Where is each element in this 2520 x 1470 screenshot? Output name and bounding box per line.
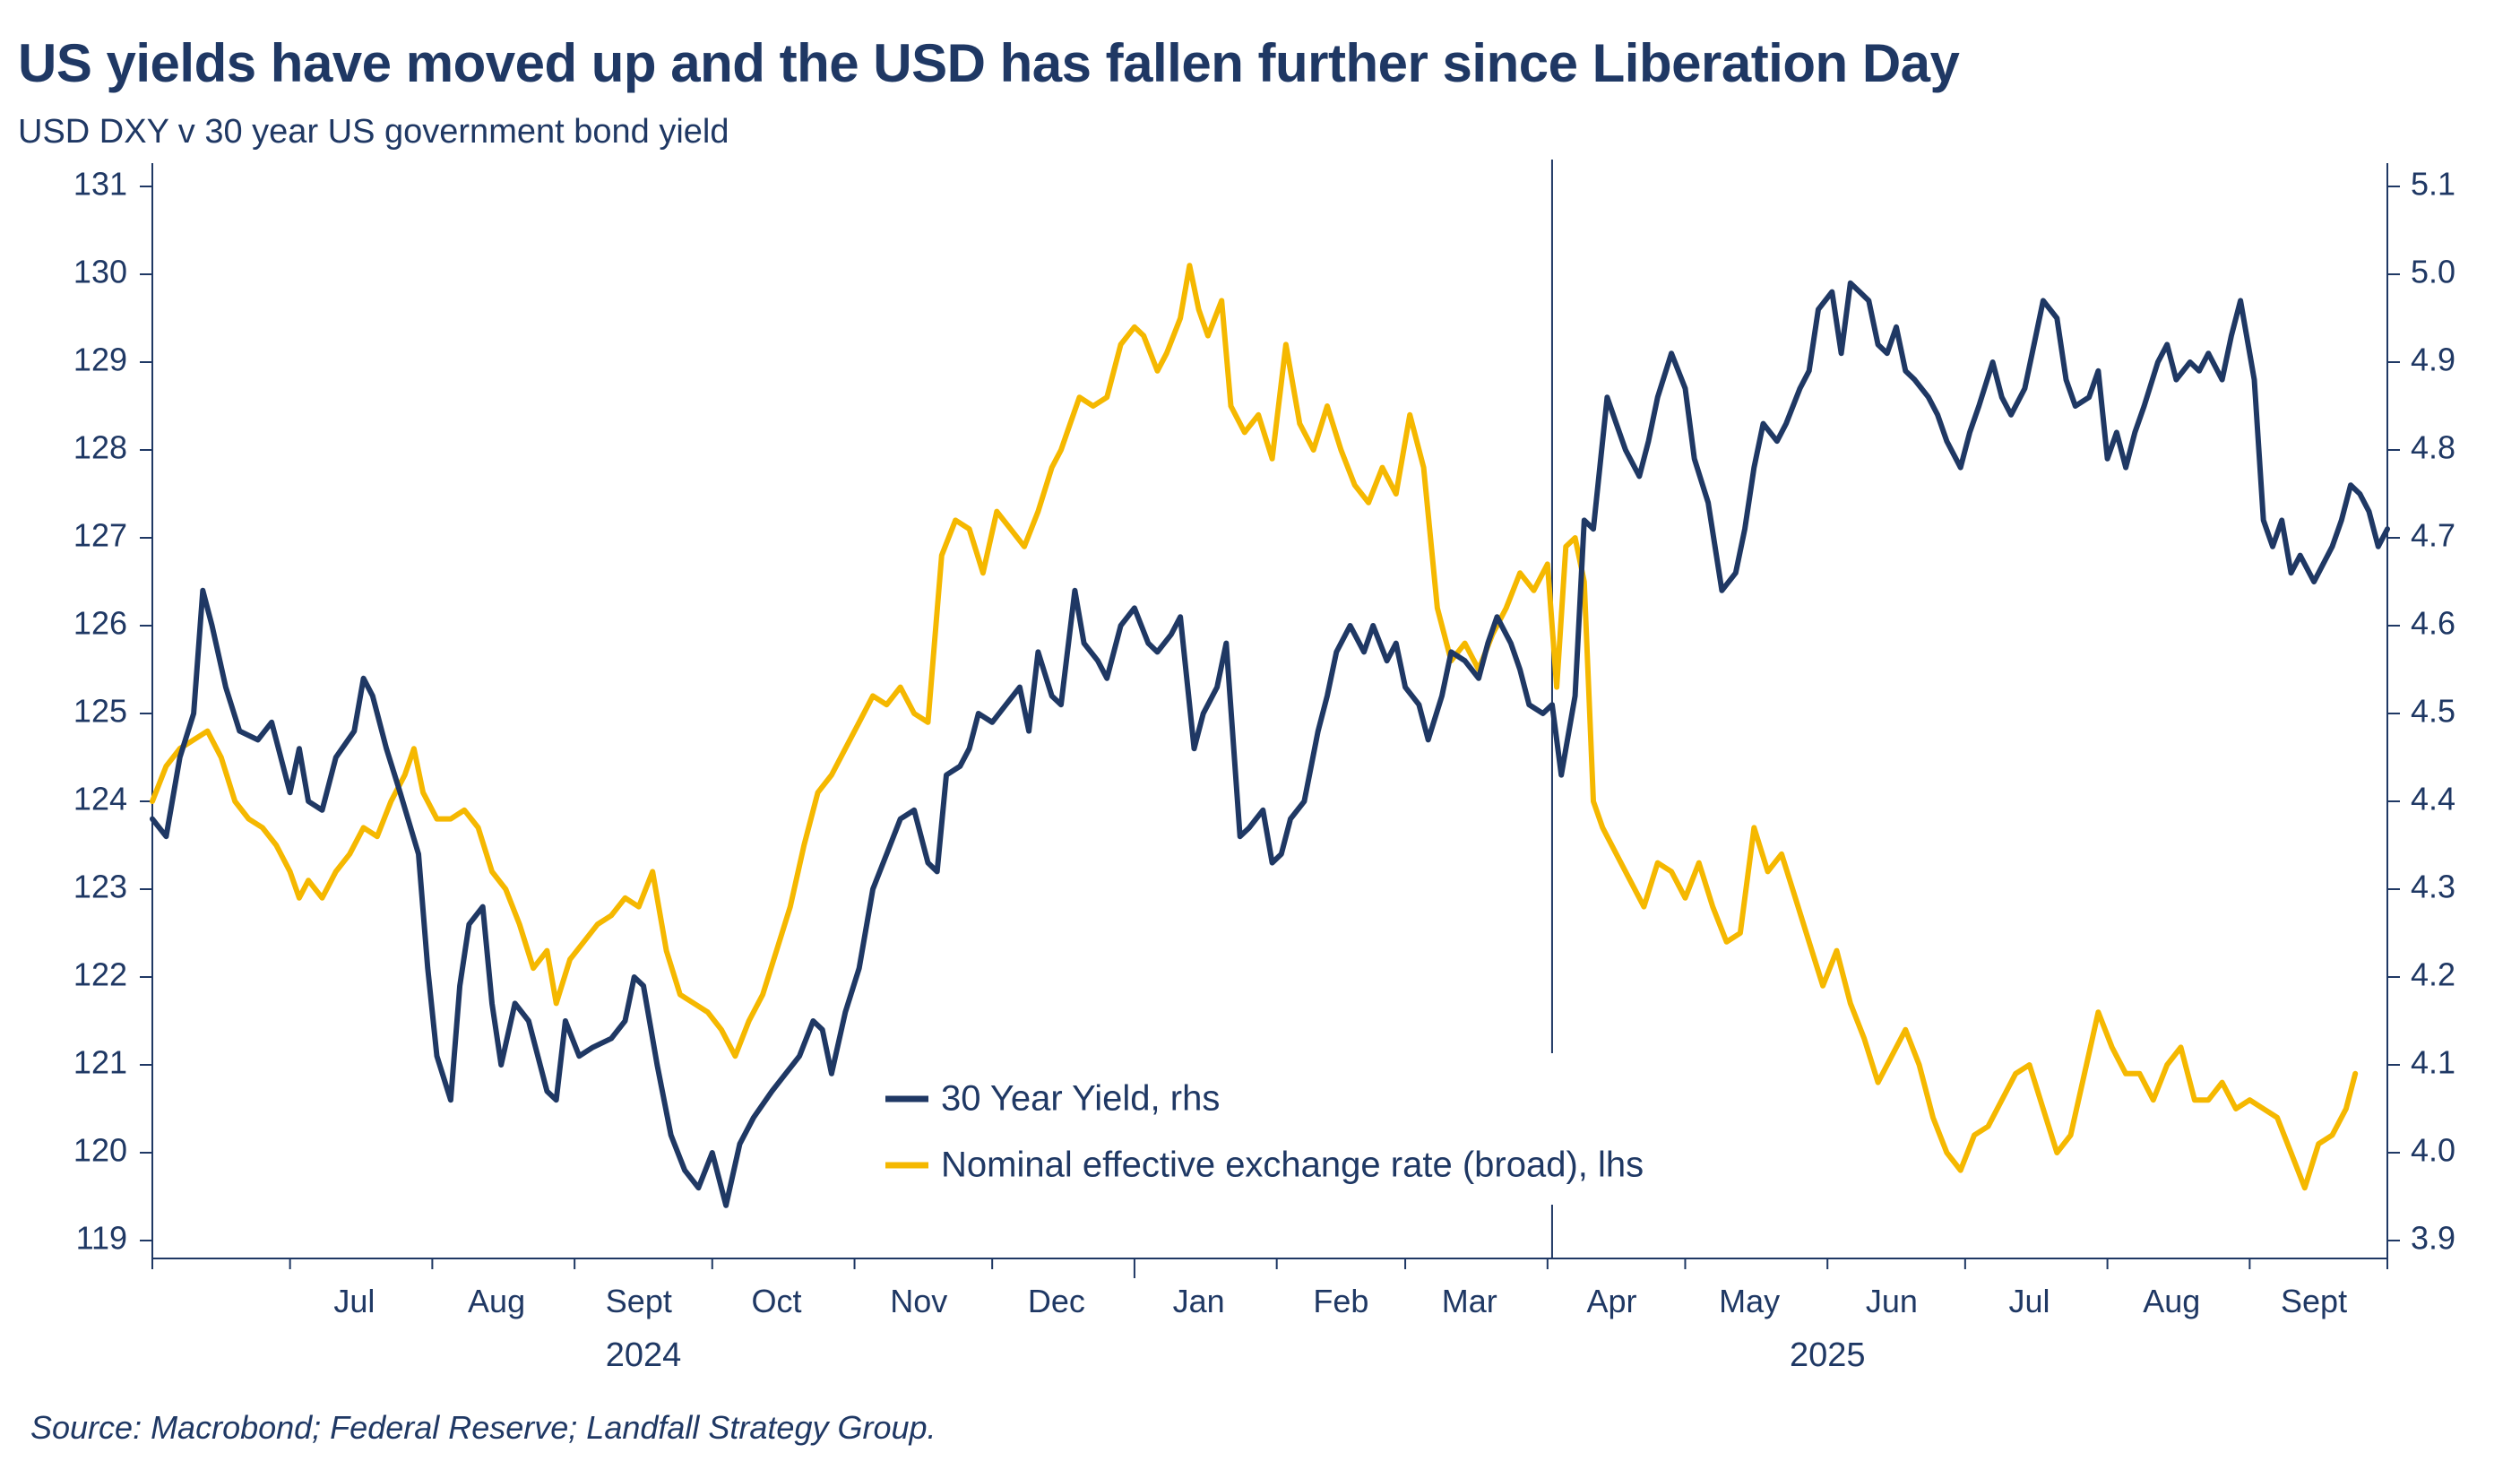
chart-title: US yields have moved up and the USD has …	[18, 33, 1960, 93]
x-month-label-11: Jun	[1866, 1283, 1918, 1319]
series-line-30-year-yield	[150, 280, 2390, 1208]
right-y-tick-label-3: 4.2	[2411, 956, 2455, 993]
right-y-tick-label-6: 4.5	[2411, 693, 2455, 730]
legend: 30 Year Yield, rhs Nominal effective exc…	[885, 1079, 1644, 1185]
left-y-tick-label-5: 124	[73, 781, 127, 817]
x-month-label-7: Feb	[1313, 1283, 1368, 1319]
x-month-label-5: Dec	[1028, 1283, 1085, 1319]
right-y-tick-label-5: 4.4	[2411, 781, 2455, 817]
right-y-tick-label-2: 4.1	[2411, 1044, 2455, 1081]
left-y-tick-label-7: 126	[73, 605, 127, 642]
x-month-label-8: Mar	[1442, 1283, 1497, 1319]
x-month-label-2: Sept	[606, 1283, 672, 1319]
left-y-tick-label-8: 127	[73, 517, 127, 554]
left-y-tick-label-2: 121	[73, 1044, 127, 1081]
x-month-label-0: Jul	[333, 1283, 375, 1319]
right-y-tick-label-8: 4.7	[2411, 517, 2455, 554]
chart-subtitle: USD DXY v 30 year US government bond yie…	[18, 113, 729, 151]
right-y-tick-label-9: 4.8	[2411, 429, 2455, 466]
left-y-tick-label-0: 119	[76, 1220, 127, 1257]
right-y-tick-label-4: 4.3	[2411, 869, 2455, 905]
left-y-tick-label-11: 130	[73, 254, 127, 290]
right-y-tick-label-12: 5.1	[2411, 166, 2455, 203]
x-month-label-10: May	[1719, 1283, 1780, 1319]
left-y-tick-label-1: 120	[73, 1132, 127, 1169]
legend-label-nominal-effective-exchange-rate: Nominal effective exchange rate (broad),…	[941, 1146, 1644, 1185]
right-y-tick-label-10: 4.9	[2411, 342, 2455, 378]
right-y-tick-label-1: 4.0	[2411, 1132, 2455, 1169]
legend-label-30-year-yield: 30 Year Yield, rhs	[941, 1079, 1220, 1119]
left-y-tick-label-10: 129	[73, 342, 127, 378]
right-y-tick-label-0: 3.9	[2411, 1220, 2455, 1257]
x-month-label-4: Nov	[890, 1283, 947, 1319]
x-month-label-12: Jul	[2009, 1283, 2050, 1319]
right-y-tick-label-11: 5.0	[2411, 254, 2455, 290]
x-month-label-9: Apr	[1587, 1283, 1637, 1319]
left-y-tick-label-4: 123	[73, 869, 127, 905]
x-month-label-3: Oct	[751, 1283, 801, 1319]
left-y-tick-label-3: 122	[73, 956, 127, 993]
legend-background	[878, 1061, 1792, 1205]
x-year-label-0: 2024	[606, 1336, 682, 1374]
x-month-label-1: Aug	[468, 1283, 525, 1319]
left-y-tick-label-9: 128	[73, 429, 127, 466]
x-year-label-1: 2025	[1790, 1336, 1866, 1374]
left-y-tick-label-12: 131	[73, 166, 127, 203]
x-month-label-6: Jan	[1173, 1283, 1225, 1319]
chart-source-note: Source: Macrobond; Federal Reserve; Land…	[30, 1409, 936, 1446]
right-y-tick-label-7: 4.6	[2411, 605, 2455, 642]
series-line-nominal-effective-exchange-rate	[150, 263, 2359, 1191]
x-month-label-14: Sept	[2281, 1283, 2347, 1319]
x-month-label-13: Aug	[2143, 1283, 2200, 1319]
left-y-tick-label-6: 125	[73, 693, 127, 730]
